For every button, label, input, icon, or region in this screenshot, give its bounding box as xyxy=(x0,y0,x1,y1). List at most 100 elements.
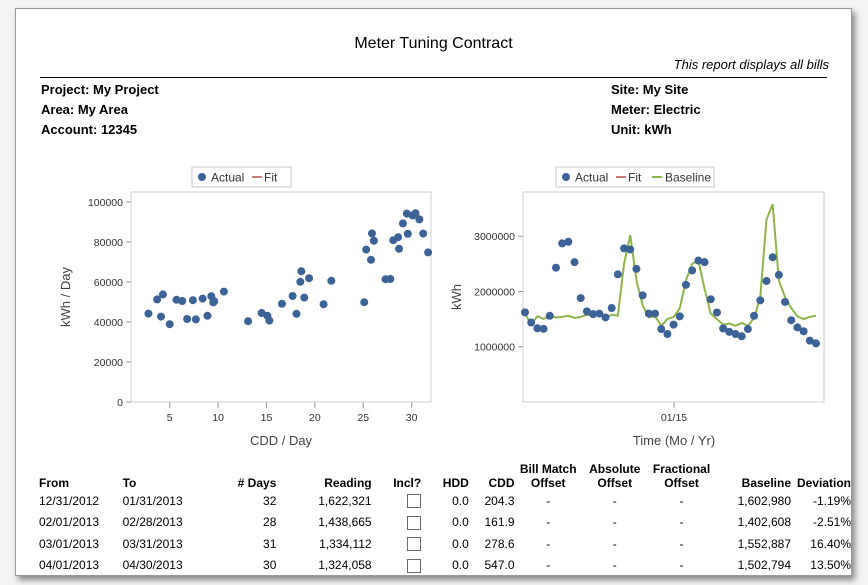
data-point xyxy=(157,312,165,321)
data-point xyxy=(203,311,212,320)
data-point xyxy=(319,300,328,309)
cell-from: 12/31/2012 xyxy=(39,493,100,508)
data-point xyxy=(781,297,790,306)
cell-bill-match: - xyxy=(546,558,551,573)
data-point xyxy=(805,336,814,345)
header-fractional-line2: Offset xyxy=(664,476,699,490)
include-checkbox[interactable] xyxy=(407,537,422,552)
time-x-axis-title: Time (Mo / Yr) xyxy=(633,433,715,448)
header-divider xyxy=(40,77,827,78)
table-row: 03/01/2013 03/31/2013 31 1,334,112 0.0 2… xyxy=(39,533,851,555)
report-frame: Meter Tuning Contract This report displa… xyxy=(15,8,852,576)
legend-actual-label: Actual xyxy=(211,171,244,185)
y-tick-label: 3000000 xyxy=(474,231,515,243)
header-baseline: Baseline xyxy=(741,476,792,490)
data-point xyxy=(558,239,567,248)
cell-fractional: - xyxy=(679,493,684,508)
data-point xyxy=(626,245,635,254)
cell-baseline: 1,502,794 xyxy=(737,558,792,573)
data-point xyxy=(411,209,420,218)
cell-deviation: 16.40% xyxy=(810,536,851,551)
data-point xyxy=(688,266,697,275)
legend-actual-label: Actual xyxy=(575,171,608,185)
x-tick-label: 01/15 xyxy=(661,412,687,424)
time-series-chart: Actual Fit Baseline 1000000 2000000 300000… xyxy=(449,166,825,448)
scatter-points xyxy=(144,209,433,329)
legend-fit-label: Fit xyxy=(264,171,278,185)
data-point xyxy=(657,325,666,334)
data-point xyxy=(539,324,548,333)
time-series xyxy=(521,203,820,348)
cell-fractional: - xyxy=(679,558,684,573)
cell-bill-match: - xyxy=(546,493,551,508)
legend-fit-label: Fit xyxy=(628,171,642,185)
data-point xyxy=(719,324,728,333)
header-bill-match-line2: Offset xyxy=(530,476,566,490)
data-point xyxy=(198,294,207,303)
data-point xyxy=(681,280,690,289)
data-point xyxy=(394,233,403,242)
data-point xyxy=(607,304,616,313)
data-point xyxy=(731,330,740,339)
x-tick-label: 15 xyxy=(261,412,273,424)
report-title: Meter Tuning Contract xyxy=(354,35,513,52)
include-checkbox[interactable] xyxy=(407,515,422,530)
data-point xyxy=(403,229,412,238)
data-point xyxy=(725,327,734,336)
table-row: 02/01/2013 02/28/2013 28 1,438,665 0.0 1… xyxy=(39,512,851,534)
data-point xyxy=(669,320,678,329)
cell-cdd: 278.6 xyxy=(484,536,515,551)
data-point xyxy=(768,253,777,262)
cell-absolute: - xyxy=(612,515,617,530)
data-point xyxy=(277,299,286,308)
scatter-chart: Actual Fit 0 20000 40000 60000 80000 100000 5… xyxy=(58,166,433,448)
data-point xyxy=(756,296,765,305)
include-checkbox[interactable] xyxy=(407,558,422,573)
data-point xyxy=(424,248,433,257)
legend-box xyxy=(555,166,715,188)
site-label: Site: My Site xyxy=(611,82,689,97)
cell-reading: 1,334,112 xyxy=(319,536,372,551)
data-point xyxy=(244,317,253,326)
data-point xyxy=(533,324,542,333)
cell-hdd: 0.0 xyxy=(452,493,469,508)
time-legend: Actual Fit Baseline xyxy=(555,166,715,188)
cell-baseline: 1,402,608 xyxy=(737,515,792,530)
cell-reading: 1,622,321 xyxy=(318,493,372,508)
time-y-axis: 1000000 2000000 3000000 xyxy=(474,231,523,354)
data-point xyxy=(601,313,610,322)
time-plot-border xyxy=(522,191,825,403)
legend-baseline-label: Baseline xyxy=(665,171,711,185)
header-cdd: CDD xyxy=(488,476,515,490)
cell-fractional: - xyxy=(679,536,684,551)
data-point xyxy=(663,330,672,339)
data-point xyxy=(144,309,153,318)
data-point xyxy=(178,297,187,305)
x-tick-label: 25 xyxy=(357,412,369,424)
header-fractional-offset: Fractional Offset xyxy=(648,454,716,490)
data-point xyxy=(367,229,376,238)
table-row: 12/31/2012 01/31/2013 32 1,622,321 0.0 2… xyxy=(39,490,851,512)
data-point xyxy=(564,237,573,246)
unit-label: Unit: kWh xyxy=(611,122,672,137)
data-point xyxy=(398,219,407,228)
data-point xyxy=(265,316,274,325)
cell-from: 04/01/2013 xyxy=(39,558,100,573)
scatter-y-axis: 0 20000 40000 60000 80000 100000 xyxy=(88,197,131,409)
cell-deviation: -1.19% xyxy=(812,493,851,508)
data-point xyxy=(419,229,428,238)
cell-from: 02/01/2013 xyxy=(39,515,100,530)
time-y-axis-title: kWh xyxy=(449,284,464,310)
table-row: 04/01/2013 04/30/2013 30 1,324,058 0.0 5… xyxy=(39,555,851,576)
data-point xyxy=(191,315,200,324)
data-point xyxy=(638,291,647,300)
legend-box xyxy=(191,166,292,188)
data-point xyxy=(327,276,336,285)
cell-baseline: 1,552,887 xyxy=(737,536,792,551)
header-incl: Incl? xyxy=(393,476,422,490)
include-checkbox[interactable] xyxy=(407,494,422,509)
data-point xyxy=(799,327,808,336)
cell-absolute: - xyxy=(612,493,617,508)
info-left: Project: My Project Area: My Area Accoun… xyxy=(41,80,159,140)
cell-fractional: - xyxy=(679,515,684,530)
